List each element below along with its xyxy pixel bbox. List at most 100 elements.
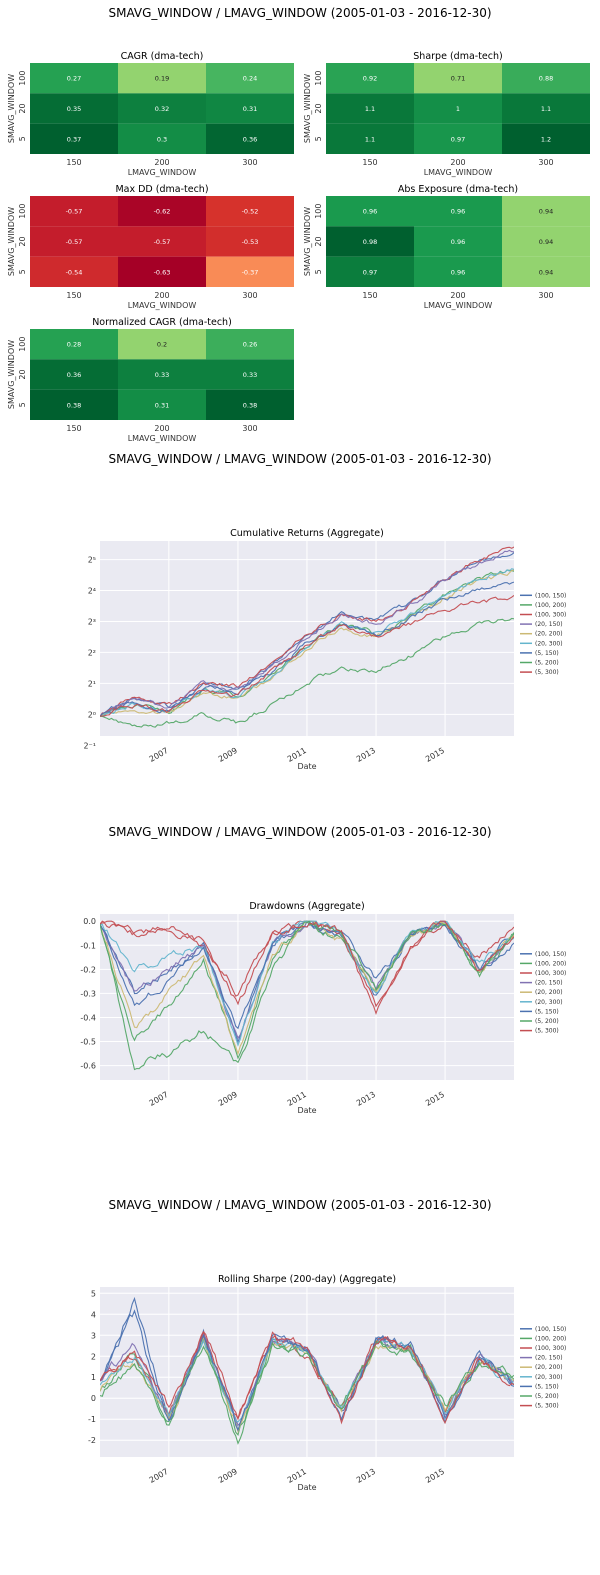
y-tick-label: -0.1 — [80, 941, 96, 950]
heatmap-cell-label: 0.31 — [243, 105, 257, 113]
heatmap-cell-label: 0.24 — [243, 75, 257, 83]
heatmap-cell — [414, 93, 502, 124]
heatmap-cell-label: 0.96 — [451, 268, 465, 276]
heatmap-cell-label: -0.37 — [242, 268, 259, 276]
heatmap-y-tick: 20 — [18, 236, 27, 246]
heatmap-x-tick: 150 — [362, 158, 377, 167]
legend-label: (5, 200) — [535, 1018, 559, 1025]
section-title: SMAVG_WINDOW / LMAVG_WINDOW (2005-01-03 … — [108, 6, 491, 20]
heatmap-y-tick: 5 — [314, 136, 323, 141]
heatmap-cell — [206, 196, 294, 227]
y-tick-label: -1 — [88, 1415, 96, 1424]
legend-label: (100, 200) — [535, 960, 566, 967]
legend-label: (100, 150) — [535, 951, 566, 958]
heatmap-title: Max DD (dma-tech) — [115, 184, 208, 195]
heatmap-cell-label: 0.28 — [67, 341, 81, 349]
heatmap-cell-label: 1.1 — [541, 105, 551, 113]
y-tick-label: 2⁵ — [88, 556, 96, 565]
y-tick-label: -0.5 — [80, 1038, 96, 1047]
heatmap-grid: CAGR (dma-tech)0.27 0.19 0.240.35 0.32 0.310… — [7, 51, 590, 443]
heatmap-x-tick: 150 — [66, 158, 81, 167]
heatmap-cell-label: 1.1 — [365, 105, 375, 113]
section-title: SMAVG_WINDOW / LMAVG_WINDOW (2005-01-03 … — [108, 452, 491, 466]
chart-title: Cumulative Returns (Aggregate) — [230, 528, 384, 539]
heatmap-x-tick: 150 — [66, 424, 81, 433]
heatmap-cell — [502, 256, 590, 287]
legend-label: (20, 200) — [535, 1364, 563, 1371]
heatmap-cell-label: 0.36 — [67, 371, 81, 379]
y-tick-label: -0.4 — [80, 1013, 96, 1022]
series-line — [100, 549, 514, 717]
legend-label: (100, 150) — [535, 592, 566, 599]
x-axis-label: Date — [297, 762, 316, 771]
legend-label: (5, 300) — [535, 1403, 559, 1410]
heatmap-panel: Normalized CAGR (dma-tech) 0.28 0.2 0.26 0.3… — [7, 317, 294, 443]
chart-title: Drawdowns (Aggregate) — [249, 901, 364, 912]
series-line — [100, 1340, 514, 1445]
heatmap-panel: Sharpe (dma-tech) 0.92 0.71 0.88 1.1 1 1.1 1.1 0… — [303, 51, 590, 177]
heatmap-cell-label: 0.33 — [155, 371, 169, 379]
heatmap-cell-label: 0.31 — [155, 401, 169, 409]
x-tick-label: 2013 — [355, 746, 377, 764]
heatmap-y-tick: 5 — [314, 269, 323, 274]
heatmap-cell-label: -0.57 — [66, 238, 83, 246]
y-tick-label: 2⁴ — [88, 587, 96, 596]
legend-label: (100, 150) — [535, 1326, 566, 1333]
series-line — [100, 617, 514, 728]
x-tick-label: 2009 — [217, 1467, 239, 1485]
heatmap-cell-label: 0.97 — [363, 268, 377, 276]
heatmap-cell-label: 0.38 — [67, 401, 81, 409]
x-tick-label: 2015 — [424, 1467, 446, 1485]
series-lines — [100, 920, 514, 1071]
heatmap-cell — [30, 123, 118, 154]
heatmap-y-label: SMAVG_WINDOW — [7, 207, 16, 276]
series-line — [100, 546, 514, 717]
x-tick-label: 2009 — [217, 1090, 239, 1108]
heatmap-cell — [326, 63, 414, 94]
chart-title: Rolling Sharpe (200-day) (Aggregate) — [218, 1274, 396, 1285]
heatmap-cell — [30, 63, 118, 94]
y-tick-label: 0 — [91, 1394, 96, 1403]
y-tick-label: 5 — [91, 1289, 96, 1298]
heatmap-cell — [326, 196, 414, 227]
y-tick-label: 1 — [91, 1373, 96, 1382]
heatmap-cell — [414, 256, 502, 287]
heatmap-cell-label: 0.2 — [157, 341, 167, 349]
section-title: SMAVG_WINDOW / LMAVG_WINDOW (2005-01-03 … — [108, 1198, 491, 1212]
heatmap-cell — [118, 196, 206, 227]
x-tick-label: 2007 — [148, 1090, 170, 1108]
heatmap-cell — [502, 123, 590, 154]
heatmap-y-tick: 5 — [18, 402, 27, 407]
heatmap-x-label: LMAVG_WINDOW — [128, 434, 197, 443]
heatmap-cell-label: 1.2 — [541, 135, 551, 143]
heatmap-cell — [118, 359, 206, 390]
heatmap-cell-label: -0.63 — [154, 268, 171, 276]
heatmap-y-tick: 100 — [314, 71, 323, 86]
heatmap-cell — [30, 226, 118, 257]
legend-label: (5, 150) — [535, 650, 559, 657]
heatmap-x-tick: 300 — [242, 291, 257, 300]
heatmap-cell-label: 0.98 — [363, 238, 377, 246]
heatmap-cell — [118, 63, 206, 94]
heatmap-y-tick: 20 — [18, 369, 27, 379]
heatmap-cell-label: 0.35 — [67, 105, 81, 113]
heatmap-cell-label: -0.54 — [66, 268, 83, 276]
heatmap-cell — [206, 359, 294, 390]
heatmap-cell — [206, 389, 294, 420]
y-tick-label: -0.2 — [80, 965, 96, 974]
legend-label: (20, 200) — [535, 989, 563, 996]
heatmap-cell — [414, 123, 502, 154]
heatmap-y-tick: 20 — [314, 236, 323, 246]
legend-label: (20, 300) — [535, 999, 563, 1006]
heatmap-y-tick: 100 — [18, 71, 27, 86]
series-line — [100, 1330, 514, 1425]
heatmap-cell — [30, 329, 118, 360]
heatmap-cell — [30, 256, 118, 287]
heatmap-y-label: SMAVG_WINDOW — [303, 74, 312, 143]
drawdowns-chart: Drawdowns (Aggregate) 0.0 -0.1 -0.2 -0.3 -0.4… — [80, 901, 566, 1115]
x-tick-label: 2015 — [424, 746, 446, 764]
legend-label: (5, 300) — [535, 669, 559, 676]
x-axis-label: Date — [297, 1483, 316, 1492]
heatmap-title: Sharpe (dma-tech) — [413, 51, 502, 62]
heatmap-cell — [326, 123, 414, 154]
